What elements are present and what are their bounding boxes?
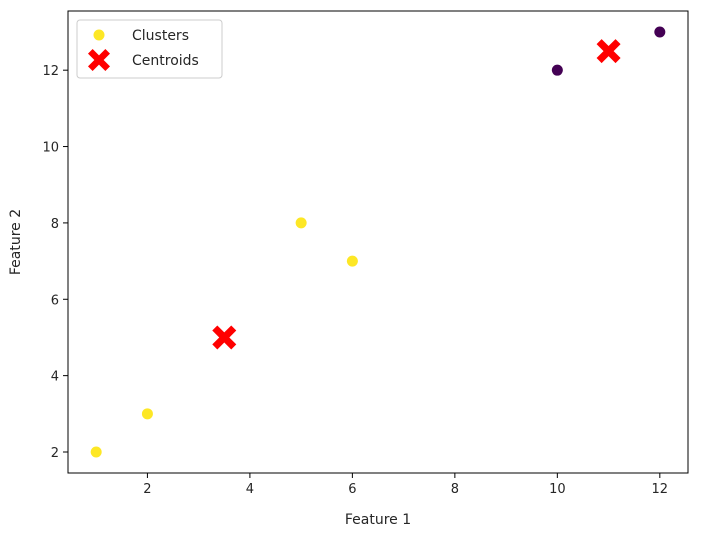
legend-centroids-marker xyxy=(88,49,110,71)
legend-label-clusters: Clusters xyxy=(132,28,189,44)
cluster-point-5 xyxy=(551,64,563,76)
legend: Clusters Centroids xyxy=(76,19,223,79)
x-tick-label-2: 2 xyxy=(143,482,151,497)
cluster-point-1 xyxy=(90,446,102,458)
centroid-marker-1 xyxy=(212,325,237,350)
centroid-marker-2 xyxy=(596,39,621,64)
x-axis-label: Feature 1 xyxy=(345,512,411,528)
plot-frame xyxy=(67,10,689,474)
cluster-point-6 xyxy=(654,26,666,38)
y-tick-label-12: 12 xyxy=(42,64,59,79)
legend-box xyxy=(76,19,223,79)
y-tick-label-8: 8 xyxy=(51,217,59,232)
y-tick-label-4: 4 xyxy=(51,370,59,385)
cluster-point-3 xyxy=(295,217,307,229)
x-tick-label-10: 10 xyxy=(549,482,566,497)
cluster-point-4 xyxy=(346,255,358,267)
legend-clusters-marker xyxy=(93,29,105,41)
y-tick-label-10: 10 xyxy=(42,141,59,156)
x-tick-label-8: 8 xyxy=(451,482,459,497)
y-tick-label-6: 6 xyxy=(51,293,59,308)
x-tick-label-4: 4 xyxy=(246,482,254,497)
y-tick-label-2: 2 xyxy=(51,446,59,461)
legend-label-centroids: Centroids xyxy=(132,53,199,69)
y-axis-label: Feature 2 xyxy=(8,209,24,275)
x-tick-label-12: 12 xyxy=(652,482,669,497)
cluster-point-2 xyxy=(141,408,153,420)
x-tick-label-6: 6 xyxy=(348,482,356,497)
